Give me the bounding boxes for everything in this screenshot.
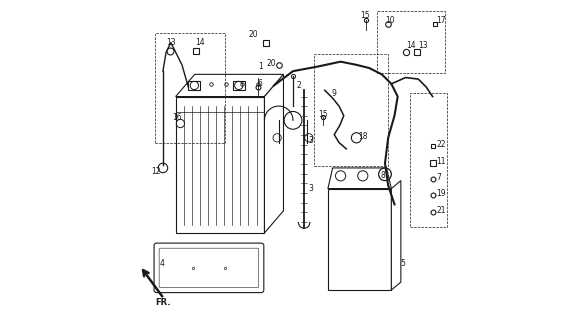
- Bar: [155, 33, 225, 142]
- Text: 6: 6: [257, 79, 263, 88]
- Text: 22: 22: [437, 140, 446, 148]
- Text: 14: 14: [195, 38, 205, 47]
- Polygon shape: [391, 180, 401, 290]
- Text: 4: 4: [160, 259, 165, 268]
- Bar: [377, 11, 445, 73]
- Text: 10: 10: [385, 16, 394, 25]
- Bar: [188, 81, 200, 90]
- Text: 7: 7: [437, 173, 441, 182]
- Text: 5: 5: [401, 259, 406, 268]
- Text: 20: 20: [248, 30, 258, 39]
- Text: 16: 16: [172, 113, 182, 122]
- Text: 9: 9: [331, 89, 336, 98]
- Text: 20: 20: [267, 59, 277, 68]
- Bar: [176, 97, 264, 233]
- Bar: [314, 54, 388, 166]
- Bar: [328, 188, 391, 290]
- Text: 2: 2: [296, 81, 301, 90]
- Polygon shape: [264, 74, 284, 233]
- Bar: [410, 93, 447, 227]
- Text: 15: 15: [318, 109, 328, 118]
- Text: 13: 13: [418, 41, 428, 50]
- Text: 3: 3: [308, 184, 313, 193]
- Polygon shape: [328, 168, 391, 188]
- Text: 11: 11: [437, 157, 446, 166]
- Text: 15: 15: [360, 11, 370, 20]
- Text: 14: 14: [407, 41, 416, 50]
- Text: 1: 1: [258, 62, 263, 71]
- Text: 19: 19: [437, 189, 446, 198]
- Text: 13: 13: [166, 38, 176, 47]
- FancyBboxPatch shape: [154, 243, 264, 292]
- Text: 12: 12: [151, 167, 161, 176]
- Bar: [233, 81, 245, 90]
- FancyBboxPatch shape: [159, 248, 259, 288]
- Text: 17: 17: [437, 16, 446, 25]
- Polygon shape: [176, 74, 284, 97]
- Text: FR.: FR.: [155, 298, 171, 307]
- Text: 21: 21: [437, 206, 446, 215]
- Text: 8: 8: [380, 172, 385, 180]
- Text: 3: 3: [308, 136, 313, 146]
- Text: 18: 18: [358, 132, 367, 141]
